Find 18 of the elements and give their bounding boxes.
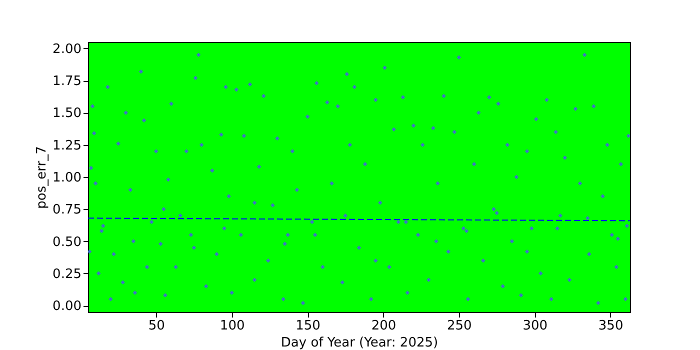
y-tick-label: 0.50 (52, 234, 82, 250)
y-tick-label: 0.75 (52, 202, 82, 218)
y-tick-label: 1.25 (52, 138, 82, 154)
x-tick-label: 250 (447, 318, 472, 334)
y-tick-label: 2.00 (52, 42, 82, 57)
x-axis-title: Day of Year (Year: 2025) (280, 336, 438, 350)
x-tick-label: 350 (598, 318, 624, 334)
y-tick-label: 1.00 (52, 170, 82, 186)
y-tick-label: 0.25 (52, 266, 82, 282)
y-tick-label: 1.75 (52, 74, 82, 90)
x-tick-label: 100 (220, 318, 245, 334)
y-axis-title: pos_err_7 (34, 146, 50, 209)
x-tick-label: 150 (296, 318, 320, 334)
x-tick-label: 50 (148, 318, 165, 334)
x-tick-label: 300 (522, 318, 548, 334)
x-tick-label: 200 (371, 318, 396, 334)
y-tick-label: 1.50 (52, 106, 82, 122)
y-tick-label: 0.00 (52, 299, 82, 314)
